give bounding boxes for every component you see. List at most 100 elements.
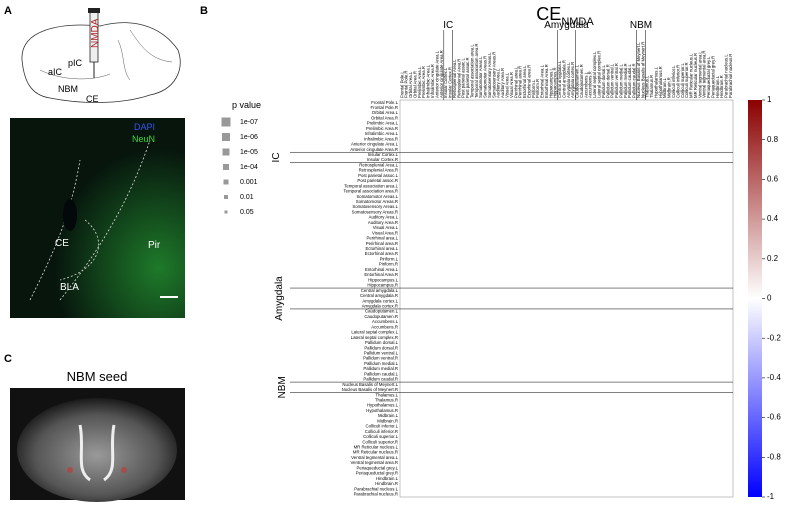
region-label: CE [55, 238, 69, 249]
group-label: Amygdala [544, 20, 589, 31]
x-tick-label: Orbital Area.R [412, 71, 417, 98]
x-tick-label: Somatomotor Areas.R [483, 56, 488, 98]
group-label: IC [443, 20, 453, 31]
x-tick-label: Midbrain.L [662, 77, 667, 98]
y-tick-label: Pallidum medial.L [364, 361, 399, 366]
x-tick-label: Somatosensory Areas.L [487, 52, 492, 98]
y-tick-label: Entorhinal Area.R [364, 272, 398, 277]
y-tick-label: Prelimbic Area.L [367, 121, 399, 126]
colorbar-label: -0.4 [767, 373, 781, 382]
y-tick-label: Colliculi superior.R [362, 439, 398, 444]
panel-label: A [4, 5, 12, 17]
y-tick-label: Somatomotor Areas.R [356, 199, 398, 204]
y-tick-label: Accumbens.R [371, 324, 398, 329]
stain-label: NeuN [132, 134, 155, 144]
group-label: Amygdala [274, 276, 285, 321]
x-tick-label: Colliculi inferior.L [671, 65, 676, 98]
x-tick-label: Prelimbic Area.R [421, 66, 426, 98]
panel-label: C [4, 353, 12, 365]
x-tick-label: Ectorhinal area.L [522, 65, 527, 98]
colorbar-label: -0.6 [767, 413, 781, 422]
p-legend-square [224, 195, 228, 199]
x-tick-label: Somatosensory Areas.R [491, 52, 496, 98]
x-tick-label: Hypothalamus.L [653, 66, 658, 98]
y-tick-label: Entorhinal Area.L [365, 267, 399, 272]
x-tick-label: Retrosplenial Area.R [456, 59, 461, 98]
colorbar-label: 0.4 [767, 214, 779, 223]
x-tick-label: Post parietal assoc.R [465, 57, 470, 98]
y-tick-label: Piriform.L [380, 256, 399, 261]
p-legend-square [222, 148, 230, 156]
y-tick-label: Ectorhinal area.L [366, 246, 399, 251]
y-tick-label: Frontal Pole.L [371, 100, 398, 105]
p-legend-square [221, 117, 231, 127]
x-tick-label: Thalamus.R [649, 75, 654, 98]
x-tick-label: Lateral septal complex.L [592, 51, 597, 98]
y-tick-label: Nucleus Basalis of Meynert.L [342, 382, 398, 387]
p-legend-label: 0.001 [240, 179, 258, 186]
region-label: aIC [48, 67, 63, 77]
y-tick-label: Periaqueductal grey.R [356, 471, 398, 476]
x-tick-label: Hindbrain.R [719, 75, 724, 98]
y-tick-label: Prelimbic Area.R [366, 126, 398, 131]
region-label: pIC [68, 58, 83, 68]
y-tick-label: Periaqueductal grey.L [357, 465, 399, 470]
y-tick-label: Orbital Area.R [371, 115, 398, 120]
x-tick-label: Hippocampus.R [553, 67, 558, 98]
p-legend-square [224, 210, 228, 214]
y-tick-label: Auditory Area.L [369, 215, 399, 220]
p-legend-square [222, 133, 230, 141]
x-tick-label: Insular Cortex.L [443, 67, 448, 98]
x-tick-label: Ventral tegmental area.R [702, 50, 707, 98]
y-tick-label: Perirhinal area.R [366, 241, 398, 246]
stain-label: DAPI [134, 122, 155, 132]
y-tick-label: Colliculi inferior.L [366, 424, 399, 429]
x-tick-label: Perirhinal area.R [518, 66, 523, 98]
y-tick-label: Colliculi superior.L [363, 434, 398, 439]
y-tick-label: Nucleus Basalis of Meynert.R [342, 387, 398, 392]
x-tick-label: Somatomotor Areas.L [478, 56, 483, 98]
colorbar-label: 1 [767, 95, 772, 104]
y-tick-label: Post parietal assoc.L [358, 173, 398, 178]
y-tick-label: Hindbrain.R [375, 481, 398, 486]
x-tick-label: Hippocampus.L [548, 68, 553, 98]
y-tick-label: Ectorhinal area.R [365, 251, 398, 256]
y-tick-label: Anterior cingulate Area.R [350, 147, 398, 152]
y-tick-label: Amygdala cortex.L [362, 298, 398, 303]
x-tick-label: Ectorhinal area.R [526, 65, 531, 98]
y-tick-label: Temporal association area.R [344, 189, 398, 194]
y-tick-label: Midbrain.R [377, 418, 398, 423]
region-label: CE [86, 94, 99, 104]
p-legend-square [223, 179, 229, 185]
x-tick-label: Insular Cortex.R [448, 67, 453, 98]
y-tick-label: Retrosplenial Area.L [359, 162, 398, 167]
y-tick-label: Somatosensory Areas.L [352, 204, 398, 209]
y-tick-label: Ventral tegmental area.R [350, 460, 398, 465]
x-tick-label: Accumbens.L [583, 71, 588, 98]
x-tick-label: Pallidum caudal.L [627, 63, 632, 98]
x-tick-label: Anterior cingulate Area.L [434, 50, 439, 98]
x-tick-label: Pallidum medial.R [623, 63, 628, 98]
y-tick-label: Central amygdala.L [361, 288, 399, 293]
x-tick-label: Nucleus Basalis of Meynert.L [636, 42, 641, 98]
colorbar [748, 100, 762, 497]
x-tick-label: Parabrachial nucleus.L [724, 54, 729, 98]
x-tick-label: Anterior cingulate Area.R [439, 50, 444, 98]
group-label: NBM [277, 376, 288, 398]
p-legend-label: 0.01 [240, 194, 254, 201]
y-tick-label: Frontal Pole.R [371, 105, 398, 110]
y-tick-label: Hypothalamus.R [366, 408, 398, 413]
y-tick-label: MR Reticular nucleus.R [353, 450, 398, 455]
y-tick-label: Post parietal assoc.R [357, 178, 398, 183]
x-tick-label: Entorhinal Area.R [544, 64, 549, 98]
x-tick-label: Infralimbic Area.L [426, 64, 431, 98]
x-tick-label: Visual Area.R [509, 72, 514, 98]
x-tick-label: Caudoputamen.R [579, 64, 584, 98]
x-tick-label: Auditory Area.L [496, 68, 501, 98]
mri-title: NBM seed [67, 369, 128, 384]
matrix-frame [399, 99, 734, 498]
p-legend-label: 0.05 [240, 209, 254, 216]
y-tick-label: Anterior cingulate Area.L [351, 142, 399, 147]
p-legend-label: 1e-07 [240, 119, 258, 126]
